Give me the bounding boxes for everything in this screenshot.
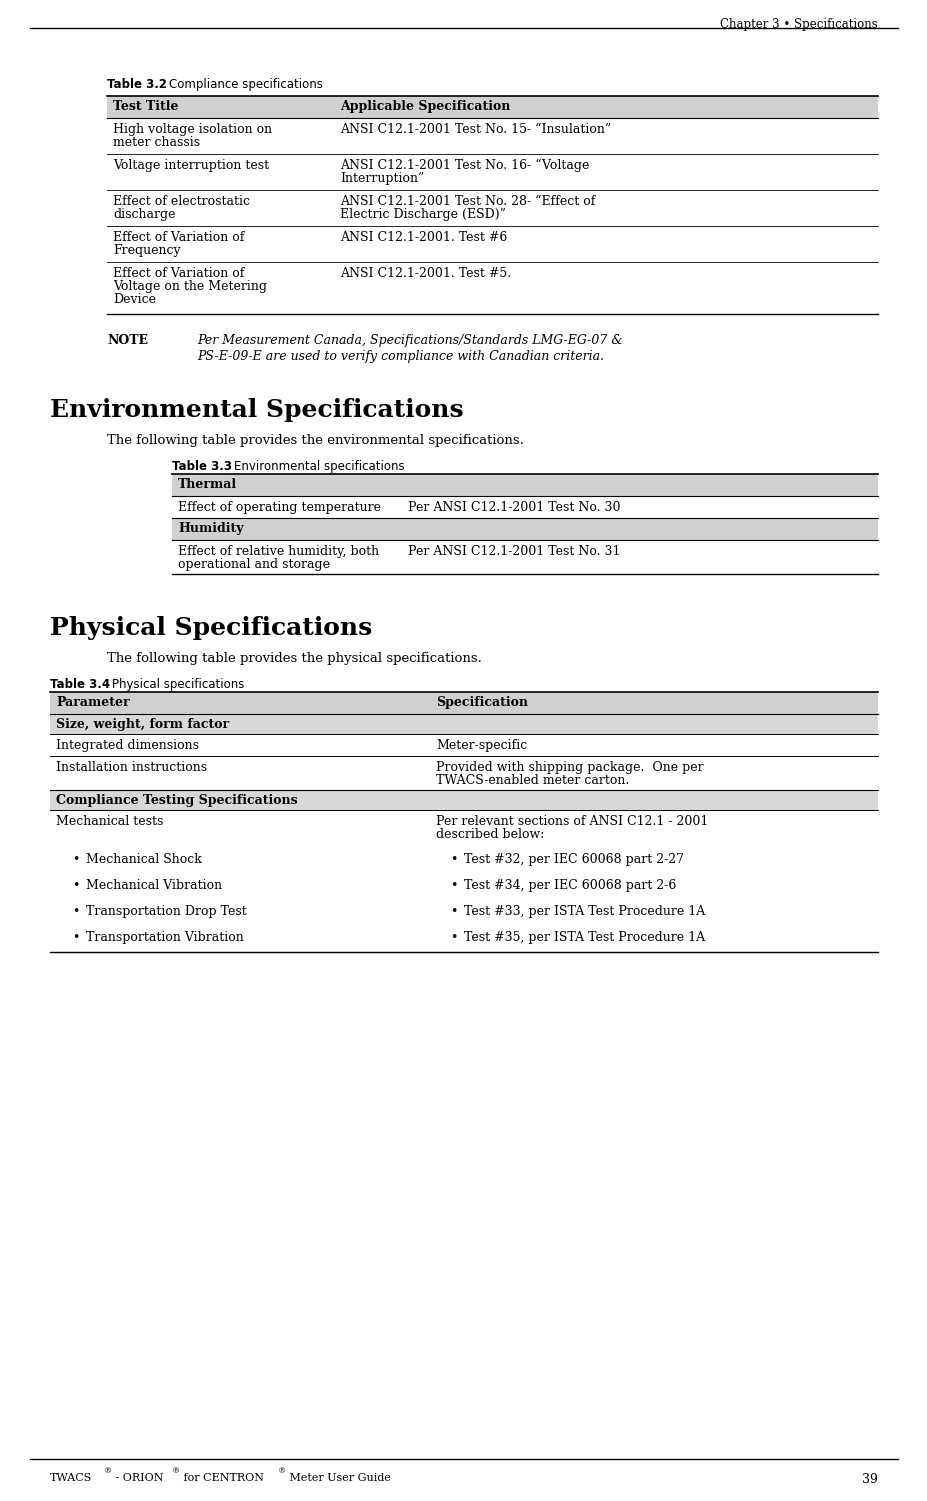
Text: Test #34, per IEC 60068 part 2-6: Test #34, per IEC 60068 part 2-6 <box>464 880 676 892</box>
Text: Effect of operating temperature: Effect of operating temperature <box>178 501 381 513</box>
Text: Interruption”: Interruption” <box>339 173 424 185</box>
Text: Humidity: Humidity <box>178 522 243 534</box>
Text: Table 3.3: Table 3.3 <box>171 459 232 473</box>
Text: Compliance Testing Specifications: Compliance Testing Specifications <box>56 794 298 808</box>
Text: Thermal: Thermal <box>178 477 237 491</box>
Text: Mechanical Vibration: Mechanical Vibration <box>86 880 222 892</box>
Text: ANSI C12.1-2001. Test #5.: ANSI C12.1-2001. Test #5. <box>339 267 511 281</box>
Text: Electric Discharge (ESD)”: Electric Discharge (ESD)” <box>339 209 505 221</box>
Text: Effect of Variation of: Effect of Variation of <box>113 231 244 245</box>
Text: The following table provides the environmental specifications.: The following table provides the environ… <box>107 434 524 447</box>
Text: TWACS: TWACS <box>50 1472 93 1483</box>
Text: 39: 39 <box>861 1472 877 1486</box>
Text: Frequency: Frequency <box>113 245 181 257</box>
Text: Installation instructions: Installation instructions <box>56 761 207 775</box>
Text: Transportation Vibration: Transportation Vibration <box>86 931 244 944</box>
Text: ANSI C12.1-2001 Test No. 16- “Voltage: ANSI C12.1-2001 Test No. 16- “Voltage <box>339 159 589 173</box>
Text: •: • <box>72 880 80 892</box>
Text: Effect of electrostatic: Effect of electrostatic <box>113 195 249 209</box>
Text: Effect of relative humidity, both: Effect of relative humidity, both <box>178 545 379 558</box>
Text: ANSI C12.1-2001 Test No. 28- “Effect of: ANSI C12.1-2001 Test No. 28- “Effect of <box>339 195 595 209</box>
Text: Specification: Specification <box>436 696 527 708</box>
Text: Per ANSI C12.1-2001 Test No. 31: Per ANSI C12.1-2001 Test No. 31 <box>408 545 620 558</box>
Bar <box>50 692 877 714</box>
Text: •: • <box>72 905 80 919</box>
Bar <box>171 474 877 495</box>
Bar <box>107 96 877 119</box>
Text: ®: ® <box>278 1466 286 1475</box>
Text: - ORION: - ORION <box>112 1472 163 1483</box>
Text: •: • <box>72 931 80 944</box>
Text: ®: ® <box>104 1466 112 1475</box>
Text: Parameter: Parameter <box>56 696 130 708</box>
Text: Per Measurement Canada, Specifications/Standards LMG-EG-07 &: Per Measurement Canada, Specifications/S… <box>197 335 622 347</box>
Text: discharge: discharge <box>113 209 175 221</box>
Text: Chapter 3 • Specifications: Chapter 3 • Specifications <box>719 18 877 32</box>
Text: Test Title: Test Title <box>113 101 178 113</box>
Text: •: • <box>72 853 80 866</box>
Text: Provided with shipping package.  One per: Provided with shipping package. One per <box>436 761 703 775</box>
Text: Integrated dimensions: Integrated dimensions <box>56 738 198 752</box>
Text: •: • <box>450 905 457 919</box>
Text: Voltage interruption test: Voltage interruption test <box>113 159 269 173</box>
Text: Table 3.4: Table 3.4 <box>50 678 110 690</box>
Text: High voltage isolation on: High voltage isolation on <box>113 123 272 137</box>
Text: •: • <box>450 853 457 866</box>
Text: Test #33, per ISTA Test Procedure 1A: Test #33, per ISTA Test Procedure 1A <box>464 905 705 919</box>
Text: ANSI C12.1-2001. Test #6: ANSI C12.1-2001. Test #6 <box>339 231 507 245</box>
Text: •: • <box>450 931 457 944</box>
Text: ®: ® <box>171 1466 180 1475</box>
Text: ANSI C12.1-2001 Test No. 15- “Insulation”: ANSI C12.1-2001 Test No. 15- “Insulation… <box>339 123 611 137</box>
Text: Voltage on the Metering: Voltage on the Metering <box>113 281 267 293</box>
Text: Applicable Specification: Applicable Specification <box>339 101 510 113</box>
Text: meter chassis: meter chassis <box>113 137 200 149</box>
Text: The following table provides the physical specifications.: The following table provides the physica… <box>107 651 481 665</box>
Text: Meter-specific: Meter-specific <box>436 738 527 752</box>
Text: PS-E-09-E are used to verify compliance with Canadian criteria.: PS-E-09-E are used to verify compliance … <box>197 350 603 363</box>
Text: Environmental specifications: Environmental specifications <box>234 459 404 473</box>
Text: Transportation Drop Test: Transportation Drop Test <box>86 905 247 919</box>
Text: Test #35, per ISTA Test Procedure 1A: Test #35, per ISTA Test Procedure 1A <box>464 931 705 944</box>
Text: described below:: described below: <box>436 829 544 841</box>
Text: Test #32, per IEC 60068 part 2-27: Test #32, per IEC 60068 part 2-27 <box>464 853 683 866</box>
Text: Physical Specifications: Physical Specifications <box>50 615 372 639</box>
Text: Mechanical Shock: Mechanical Shock <box>86 853 202 866</box>
Text: Size, weight, form factor: Size, weight, form factor <box>56 717 229 731</box>
Text: for CENTRON: for CENTRON <box>180 1472 263 1483</box>
Text: TWACS-enabled meter carton.: TWACS-enabled meter carton. <box>436 775 629 787</box>
Text: Per ANSI C12.1-2001 Test No. 30: Per ANSI C12.1-2001 Test No. 30 <box>408 501 620 513</box>
Text: Table 3.2: Table 3.2 <box>107 78 167 92</box>
Text: Compliance specifications: Compliance specifications <box>169 78 323 92</box>
Text: NOTE: NOTE <box>107 335 147 347</box>
Bar <box>50 714 877 734</box>
Text: Physical specifications: Physical specifications <box>112 678 244 690</box>
Text: Device: Device <box>113 293 156 306</box>
Text: Meter User Guide: Meter User Guide <box>286 1472 390 1483</box>
Text: Environmental Specifications: Environmental Specifications <box>50 398 464 422</box>
Text: operational and storage: operational and storage <box>178 558 330 570</box>
Bar <box>171 518 877 540</box>
Bar <box>50 790 877 811</box>
Text: •: • <box>450 880 457 892</box>
Text: Mechanical tests: Mechanical tests <box>56 815 163 829</box>
Text: Per relevant sections of ANSI C12.1 - 2001: Per relevant sections of ANSI C12.1 - 20… <box>436 815 707 829</box>
Text: Effect of Variation of: Effect of Variation of <box>113 267 244 281</box>
